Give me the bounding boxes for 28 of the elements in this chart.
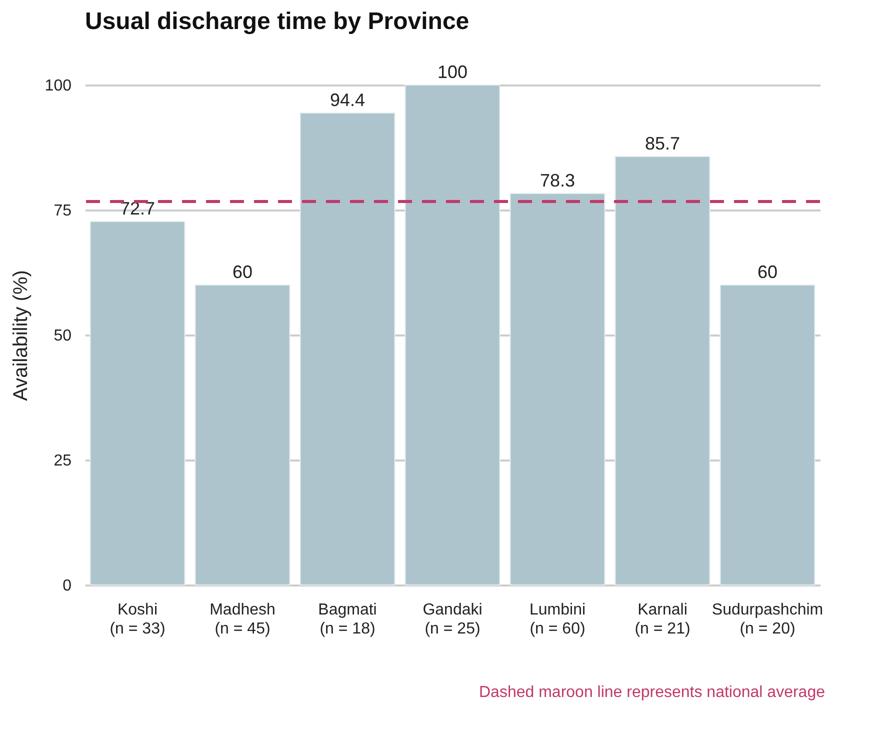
text: Dashed maroon line represents national average xyxy=(479,684,826,701)
x-tick-label: Gandaki (n = 25) xyxy=(422,602,482,638)
bar xyxy=(614,156,710,586)
y-tick-label: 100 xyxy=(44,78,72,94)
data-label: 94.4 xyxy=(330,90,366,110)
data-label: 78.3 xyxy=(540,170,576,190)
y-tick-label: 25 xyxy=(54,452,72,470)
x-tick-label: Sudurpashchim (n = 20) xyxy=(712,602,824,638)
bar xyxy=(300,112,396,586)
x-tick-label: Koshi (n = 33) xyxy=(110,602,166,638)
bar xyxy=(194,284,290,586)
x-tick-label: Lumbini (n = 60) xyxy=(529,602,586,638)
data-label: 60 xyxy=(757,262,778,282)
bar xyxy=(90,221,186,586)
x-tick-label: Karnali (n = 21) xyxy=(634,602,690,638)
y-tick-label: 0 xyxy=(62,578,72,594)
x-tick-label: Madhesh (n = 45) xyxy=(210,602,276,638)
bar xyxy=(510,193,606,586)
bar xyxy=(404,84,500,586)
data-label: 60 xyxy=(232,262,253,282)
chart-title: Usual discharge time by Province xyxy=(85,8,470,35)
data-label: 100 xyxy=(437,62,468,82)
y-axis-title: Availability (%) xyxy=(10,270,32,401)
y-tick-label: 50 xyxy=(54,328,72,344)
y-tick-label: 75 xyxy=(54,202,72,220)
x-tick-label: Bagmati (n = 18) xyxy=(318,602,377,638)
bar xyxy=(720,284,816,586)
data-label: 85.7 xyxy=(644,134,680,154)
